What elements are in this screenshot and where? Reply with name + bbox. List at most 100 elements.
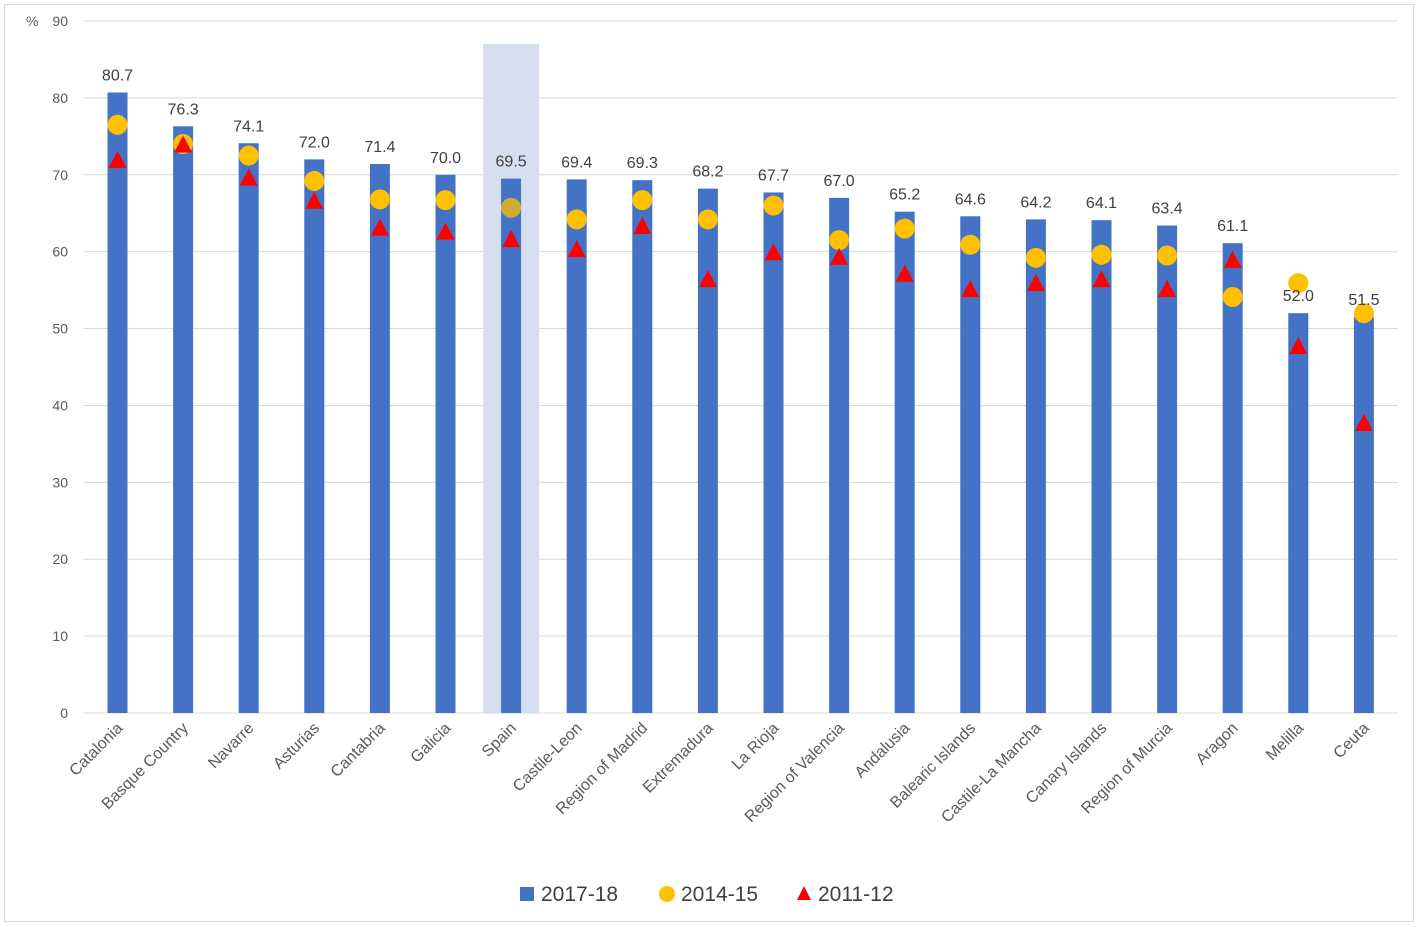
category-label: Spain — [479, 720, 520, 761]
marker-2014-15 — [1288, 273, 1309, 294]
marker-2014-15 — [1157, 245, 1178, 266]
marker-2011-12 — [698, 270, 717, 288]
marker-2014-15 — [566, 209, 587, 230]
marker-2014-15 — [829, 230, 850, 251]
bar-data-label: 70.0 — [430, 150, 461, 167]
bar-data-label: 61.1 — [1217, 218, 1248, 235]
legend: 2017-18 2014-15 2011-12 — [520, 883, 894, 906]
marker-2011-12 — [502, 230, 521, 248]
marker-2014-15 — [435, 190, 456, 211]
bar-2017-18 — [1025, 219, 1046, 713]
y-tick-label: 30 — [52, 474, 68, 490]
y-axis-unit-label: % — [26, 13, 38, 29]
y-tick-label: 40 — [52, 397, 68, 413]
bar-data-label: 65.2 — [889, 187, 920, 204]
category-label: Melilla — [1263, 720, 1307, 764]
bar-2017-18 — [566, 179, 587, 713]
marker-2014-15 — [632, 190, 653, 211]
marker-2011-12 — [830, 247, 849, 265]
bar-data-label: 68.2 — [692, 164, 723, 181]
marker-2014-15 — [763, 195, 784, 216]
bar-2017-18 — [1157, 225, 1178, 713]
marker-2011-12 — [1223, 250, 1242, 268]
marker-2011-12 — [1289, 337, 1308, 355]
bar-data-label: 51.5 — [1348, 292, 1379, 309]
marker-2011-12 — [764, 243, 783, 261]
marker-2011-12 — [239, 168, 258, 186]
y-tick-label: 0 — [60, 705, 68, 721]
y-tick-label: 80 — [52, 90, 68, 106]
legend-swatch-2014-15 — [659, 886, 675, 902]
bar-2017-18 — [1353, 317, 1374, 713]
category-label: Catalonia — [67, 720, 127, 780]
marker-2014-15 — [238, 145, 259, 166]
category-label: La Rioja — [729, 720, 783, 774]
category-label: Cantabria — [328, 720, 389, 781]
bar-2017-18 — [960, 216, 981, 713]
y-tick-label: 50 — [52, 321, 68, 337]
y-tick-label: 20 — [52, 551, 68, 567]
y-tick-label: 70 — [52, 167, 68, 183]
bar-2017-18 — [632, 180, 653, 713]
category-label: Navarre — [205, 720, 257, 772]
bar-2017-18 — [173, 126, 194, 714]
legend-label: 2011-12 — [818, 883, 894, 906]
bar-2017-18 — [501, 178, 522, 714]
y-tick-label: 60 — [52, 244, 68, 260]
marker-2011-12 — [436, 222, 455, 240]
bar-2017-18 — [238, 143, 259, 714]
bar-data-label: 80.7 — [102, 68, 133, 85]
bar-2017-18 — [304, 159, 325, 713]
bar-2017-18 — [829, 197, 850, 713]
marker-2014-15 — [960, 234, 981, 255]
bar-2017-18 — [107, 92, 128, 714]
marker-2014-15 — [369, 189, 390, 210]
marker-2011-12 — [567, 240, 586, 258]
bar-data-label: 72.0 — [299, 134, 330, 151]
category-label: Aragon — [1193, 720, 1242, 769]
marker-2011-12 — [370, 218, 389, 236]
bar-2017-18 — [1222, 243, 1243, 713]
y-tick-label: 90 — [52, 13, 68, 29]
bar-2017-18 — [763, 192, 784, 713]
marker-2011-12 — [633, 217, 652, 235]
bar-data-label: 64.1 — [1086, 195, 1117, 212]
category-label: Ceuta — [1331, 720, 1373, 762]
marker-2011-12 — [961, 280, 980, 298]
bar-data-label: 64.2 — [1020, 194, 1051, 211]
y-tick-label: 10 — [52, 628, 68, 644]
bar-2017-18 — [435, 174, 456, 713]
marker-2014-15 — [304, 170, 325, 191]
category-label: Extremadura — [640, 720, 717, 797]
marker-2011-12 — [305, 191, 324, 209]
bar-2017-18 — [894, 211, 915, 713]
marker-2014-15 — [107, 114, 128, 135]
marker-2014-15 — [697, 209, 718, 230]
bar-data-label: 52.0 — [1283, 288, 1314, 305]
marker-2011-12 — [1158, 280, 1177, 298]
bar-data-label: 64.6 — [955, 191, 986, 208]
legend-label: 2017-18 — [541, 883, 618, 906]
bar-data-label: 63.4 — [1152, 201, 1183, 218]
bar-data-label: 74.1 — [233, 118, 264, 135]
marker-2011-12 — [1026, 273, 1045, 291]
marker-2014-15 — [501, 197, 522, 218]
bar-2017-18 — [697, 188, 718, 713]
bar-data-label: 69.3 — [627, 155, 658, 172]
bar-2017-18 — [1091, 220, 1112, 714]
bar-data-label: 67.0 — [824, 173, 855, 190]
category-label: Asturias — [270, 720, 323, 773]
marker-2014-15 — [1222, 287, 1243, 308]
bar-data-label: 76.3 — [168, 101, 199, 118]
bar-data-label: 67.7 — [758, 167, 789, 184]
marker-2011-12 — [1092, 270, 1111, 288]
bar-data-label: 69.4 — [561, 154, 592, 171]
marker-2011-12 — [1354, 413, 1373, 431]
bar-data-label: 69.5 — [496, 154, 527, 171]
marker-2014-15 — [1353, 303, 1374, 324]
marker-2011-12 — [108, 150, 127, 168]
legend-swatch-2011-12 — [797, 886, 811, 900]
legend-label: 2014-15 — [681, 883, 758, 906]
bar-2017-18 — [1288, 313, 1309, 713]
